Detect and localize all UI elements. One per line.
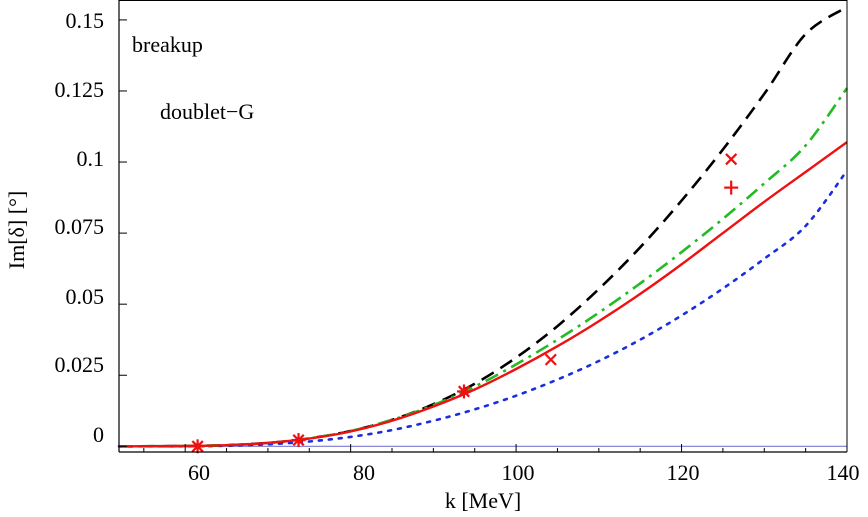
y-tick-label: 0.075 (55, 214, 105, 239)
y-tick-label: 0.125 (55, 77, 105, 102)
annotation-doublet-g: doublet−G (160, 99, 254, 124)
marker-layer (190, 153, 739, 454)
x-tick-label: 120 (667, 460, 700, 485)
x-tick-label: 140 (827, 460, 860, 485)
annotation-breakup: breakup (132, 32, 203, 57)
y-axis-title: Im[δ] [°] (4, 191, 29, 269)
y-tick-label: 0.05 (66, 284, 105, 309)
x-tick-label: 60 (188, 460, 210, 485)
series-line-solid (118, 141, 848, 448)
y-tick-label: 0.1 (77, 146, 105, 171)
x-tick-label: 100 (502, 460, 535, 485)
y-tick-label: 0 (93, 422, 104, 447)
x-axis-title: k [MeV] (445, 488, 521, 513)
x-tick-label: 80 (353, 460, 375, 485)
marker-asterisk (190, 439, 205, 454)
tick-layer (119, 19, 848, 452)
marker-plus (724, 180, 739, 195)
marker-asterisk (456, 384, 471, 399)
series-line-dashdot (118, 87, 849, 448)
y-tick-label: 0.025 (55, 352, 105, 377)
y-tick-label: 0.15 (66, 8, 105, 33)
marker-asterisk (291, 433, 306, 448)
marker-cross (544, 353, 557, 366)
series-layer (117, 5, 849, 448)
marker-cross (725, 153, 738, 166)
